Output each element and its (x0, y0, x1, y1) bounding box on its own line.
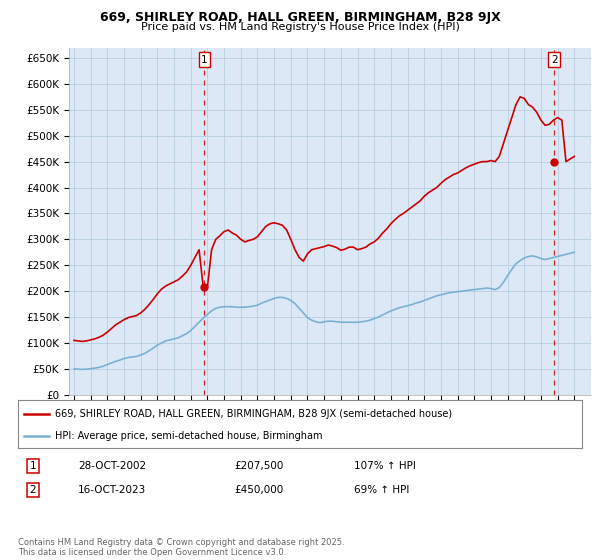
Text: 28-OCT-2002: 28-OCT-2002 (78, 461, 146, 471)
Text: Contains HM Land Registry data © Crown copyright and database right 2025.
This d: Contains HM Land Registry data © Crown c… (18, 538, 344, 557)
Text: 669, SHIRLEY ROAD, HALL GREEN, BIRMINGHAM, B28 9JX (semi-detached house): 669, SHIRLEY ROAD, HALL GREEN, BIRMINGHA… (55, 409, 452, 419)
Text: HPI: Average price, semi-detached house, Birmingham: HPI: Average price, semi-detached house,… (55, 431, 322, 441)
Text: 2: 2 (29, 485, 37, 495)
Text: 16-OCT-2023: 16-OCT-2023 (78, 485, 146, 495)
Text: £207,500: £207,500 (234, 461, 283, 471)
Text: 1: 1 (29, 461, 37, 471)
Text: 69% ↑ HPI: 69% ↑ HPI (354, 485, 409, 495)
Text: 669, SHIRLEY ROAD, HALL GREEN, BIRMINGHAM, B28 9JX: 669, SHIRLEY ROAD, HALL GREEN, BIRMINGHA… (100, 11, 500, 24)
Text: £450,000: £450,000 (234, 485, 283, 495)
Text: 107% ↑ HPI: 107% ↑ HPI (354, 461, 416, 471)
Text: 1: 1 (201, 54, 208, 64)
Text: 2: 2 (551, 54, 557, 64)
Text: Price paid vs. HM Land Registry's House Price Index (HPI): Price paid vs. HM Land Registry's House … (140, 22, 460, 32)
